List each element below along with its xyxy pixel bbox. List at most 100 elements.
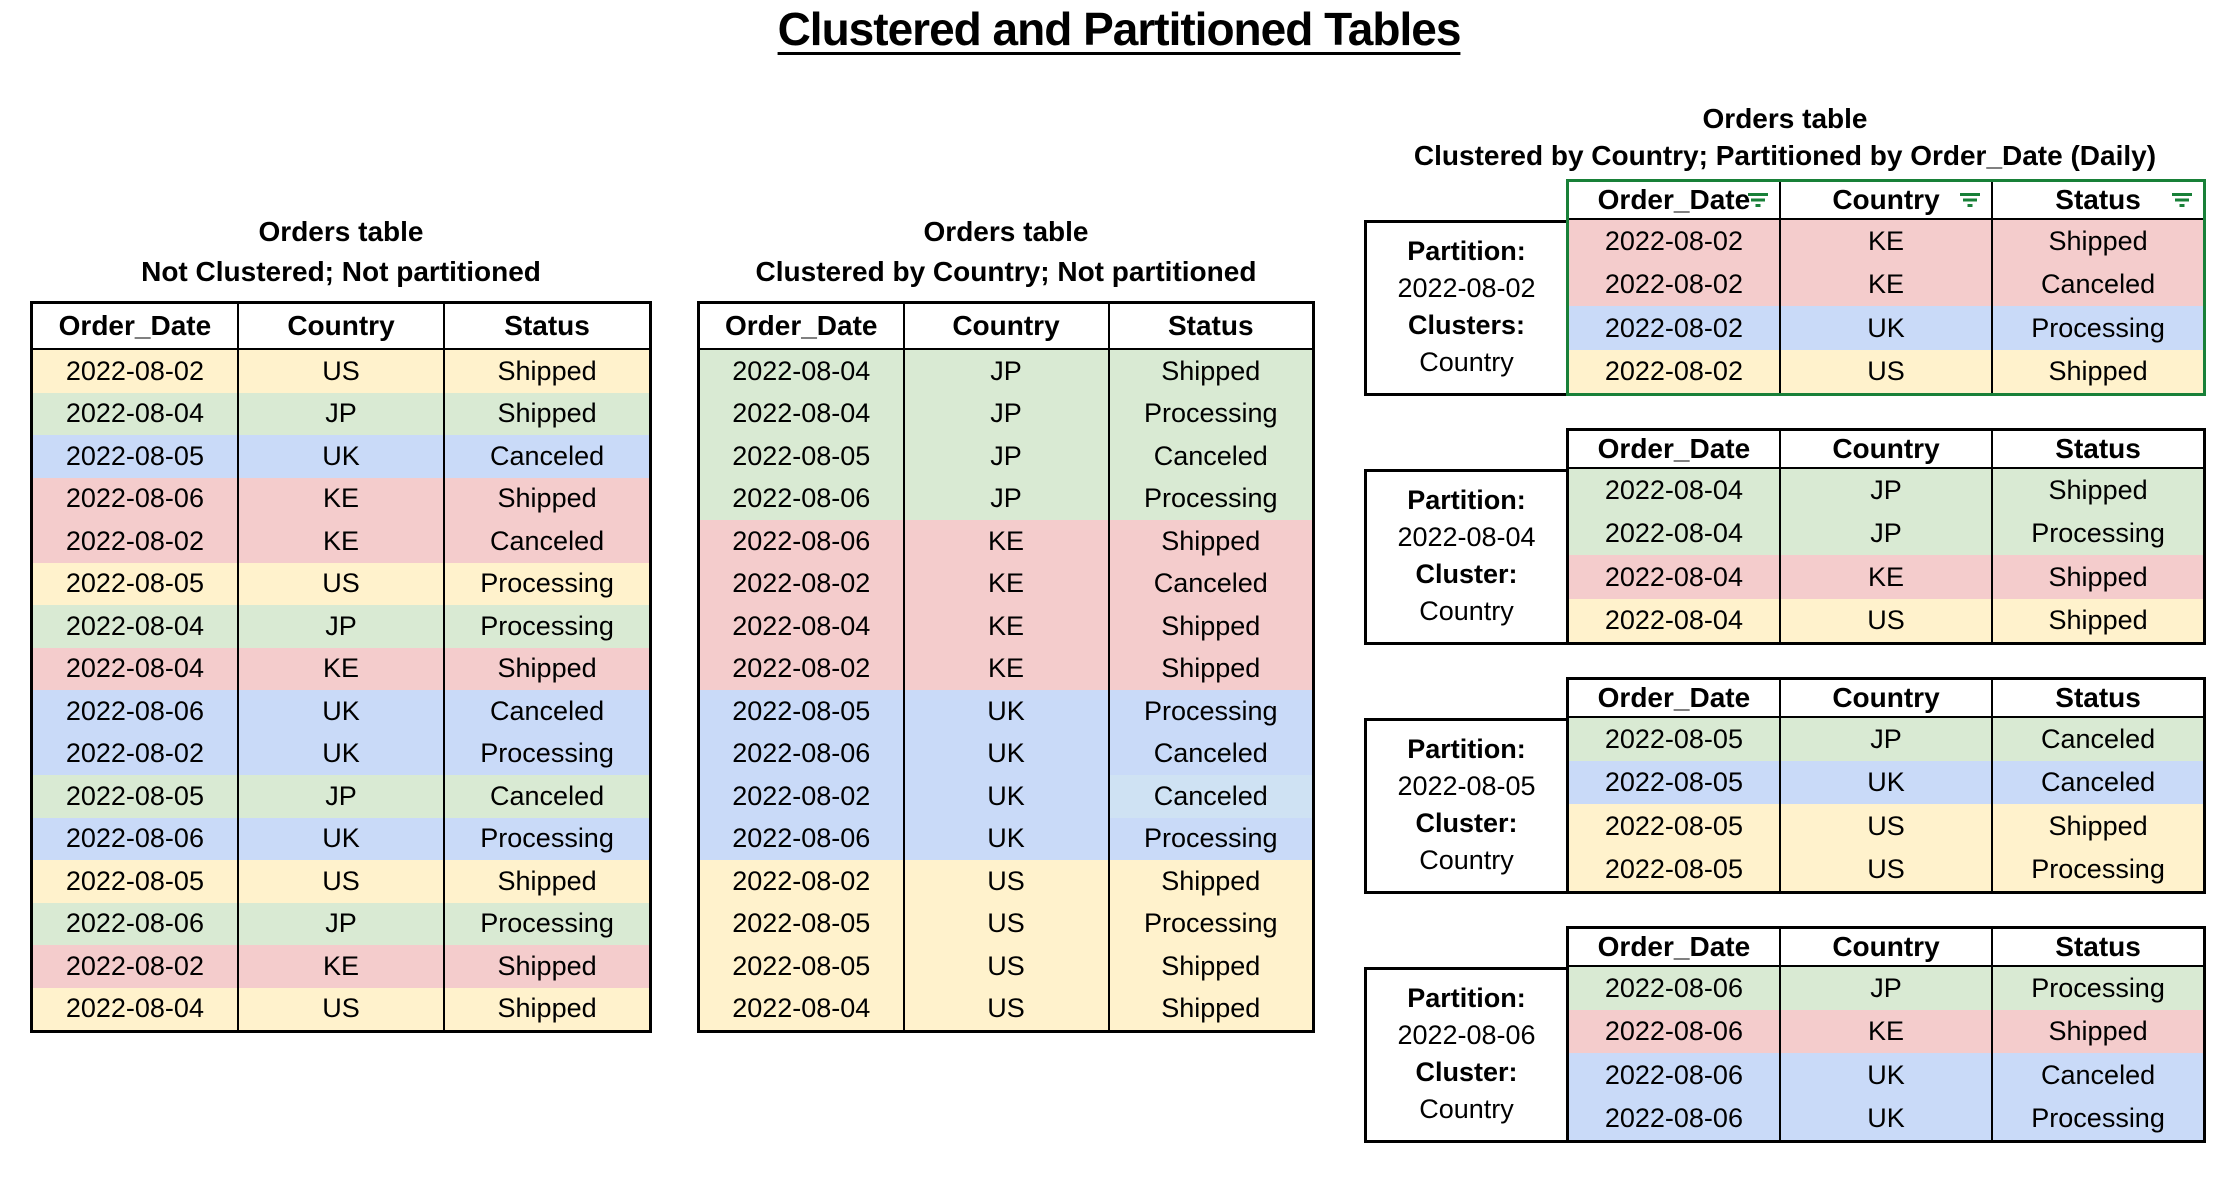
header-row: Order_Date Country Status	[697, 301, 1315, 350]
table-row: 2022-08-02 UK Canceled	[697, 775, 1315, 818]
cell-order-date: 2022-08-06	[30, 902, 239, 945]
column-header-label: Status	[2055, 931, 2141, 962]
cell-country: UK	[236, 732, 446, 775]
table-row: 2022-08-05 JP Canceled	[697, 435, 1315, 478]
column-header-label: Status	[2055, 433, 2141, 464]
table-row: 2022-08-02 KE Canceled	[697, 562, 1315, 605]
cell-country: UK	[236, 817, 446, 860]
cell-status: Shipped	[1991, 468, 2206, 513]
cluster-value: Country	[1419, 347, 1514, 377]
cell-order-date: 2022-08-04	[697, 605, 905, 648]
filter-icon	[1960, 193, 1981, 207]
cell-country: UK	[236, 435, 446, 478]
cluster-name-label: Cluster:	[1415, 808, 1518, 838]
cell-order-date: 2022-08-04	[1566, 512, 1781, 556]
table-row: 2022-08-02 UK Processing	[30, 732, 652, 775]
cell-country: KE	[902, 605, 1110, 648]
cluster-label-group: Cluster: Country	[1367, 805, 1566, 879]
cell-country: JP	[1778, 966, 1994, 1011]
cell-country: UK	[236, 690, 446, 733]
cell-country: US	[902, 902, 1110, 945]
column-header-order_date: Order_Date	[697, 301, 905, 350]
cell-country: KE	[902, 647, 1110, 690]
column-header-country: Country	[1778, 179, 1994, 220]
column-header-country: Country	[236, 301, 446, 350]
partition-label-group: Partition: 2022-08-02	[1367, 233, 1566, 307]
cell-order-date: 2022-08-06	[697, 477, 905, 520]
cell-order-date: 2022-08-04	[30, 987, 239, 1032]
cell-status: Canceled	[1991, 761, 2206, 805]
cell-status: Processing	[1107, 392, 1315, 435]
cell-status: Canceled	[443, 690, 652, 733]
cell-country: JP	[236, 775, 446, 818]
table-row: 2022-08-04 KE Shipped	[1566, 555, 2206, 599]
cell-country: UK	[902, 775, 1110, 818]
partition-name-label: Partition:	[1407, 983, 1526, 1013]
cell-status: Canceled	[443, 520, 652, 563]
partition-table-body: 2022-08-04 JP Shipped 2022-08-04 JP Processin…	[1566, 468, 2206, 644]
cell-order-date: 2022-08-06	[30, 477, 239, 520]
cluster-name-label: Cluster:	[1415, 1057, 1518, 1087]
cell-order-date: 2022-08-06	[30, 690, 239, 733]
cell-country: UK	[1778, 761, 1994, 805]
cell-status: Processing	[443, 605, 652, 648]
column-header-label: Country	[1832, 184, 1940, 215]
table-row: 2022-08-04 JP Processing	[1566, 512, 2206, 556]
cell-status: Shipped	[1107, 605, 1315, 648]
table-row: 2022-08-02 UK Processing	[1566, 306, 2206, 350]
table-row: 2022-08-04 JP Shipped	[1566, 468, 2206, 513]
cell-order-date: 2022-08-05	[697, 902, 905, 945]
cluster-name-label: Clusters:	[1407, 310, 1526, 340]
cell-status: Canceled	[1107, 562, 1315, 605]
partition-table-head: Order_Date Country Status	[1566, 677, 2206, 718]
partition-label-box: Partition: 2022-08-02 Clusters: Country	[1364, 220, 1566, 396]
table-title: Orders table	[923, 216, 1089, 247]
partition-block-2022-08-05: Partition: 2022-08-05 Cluster: Country Order…	[1364, 677, 2206, 894]
table-row: 2022-08-04 KE Shipped	[30, 647, 652, 690]
group-clustered: Orders table Clustered by Country; Not p…	[697, 212, 1315, 1033]
column-header-label: Country	[287, 310, 395, 341]
cell-status: Shipped	[1991, 219, 2206, 264]
table-title: Orders table	[258, 216, 424, 247]
partition-block-2022-08-02: Partition: 2022-08-02 Clusters: Country Orde…	[1364, 179, 2206, 396]
cell-order-date: 2022-08-04	[1566, 555, 1781, 599]
cell-status: Shipped	[1107, 860, 1315, 903]
table-row: 2022-08-06 UK Processing	[30, 817, 652, 860]
cell-country: US	[236, 987, 446, 1032]
column-header-label: Order_Date	[1597, 682, 1751, 713]
cell-order-date: 2022-08-02	[1566, 306, 1781, 350]
group-clustered-partitioned: Orders table Clustered by Country; Parti…	[1364, 100, 2206, 1175]
left-table-body: 2022-08-02 US Shipped 2022-08-04 JP Shipped 20…	[30, 349, 652, 1032]
cell-status: Shipped	[1107, 520, 1315, 563]
cell-order-date: 2022-08-05	[1566, 717, 1781, 762]
cell-status: Shipped	[1107, 945, 1315, 988]
cell-status: Canceled	[1991, 263, 2206, 307]
orders-table-clustered: Order_Date Country Status 2022-08-04 JP Ship…	[697, 301, 1315, 1033]
table-row: 2022-08-05 US Processing	[1566, 847, 2206, 893]
cell-status: Shipped	[443, 987, 652, 1032]
cell-country: KE	[236, 647, 446, 690]
cell-order-date: 2022-08-04	[1566, 598, 1781, 644]
cell-order-date: 2022-08-06	[697, 520, 905, 563]
cell-order-date: 2022-08-05	[697, 945, 905, 988]
cell-country: US	[236, 349, 446, 393]
partition-label-box: Partition: 2022-08-04 Cluster: Country	[1364, 469, 1566, 645]
orders-partition-table: Order_Date Country Status 2022-08-06 JP Proce…	[1566, 926, 2206, 1143]
column-header-order_date: Order_Date	[1566, 926, 1781, 967]
cell-order-date: 2022-08-02	[30, 732, 239, 775]
column-header-label: Country	[1832, 433, 1940, 464]
column-header-country: Country	[1778, 428, 1994, 469]
cell-status: Shipped	[1991, 555, 2206, 599]
header-row: Order_Date Country Status	[1566, 926, 2206, 967]
cell-country: US	[1778, 598, 1994, 644]
cell-order-date: 2022-08-05	[1566, 847, 1781, 893]
table-row: 2022-08-04 US Shipped	[1566, 598, 2206, 644]
table-subtitle: Not Clustered; Not partitioned	[141, 256, 541, 287]
column-header-status: Status	[1991, 428, 2206, 469]
cell-order-date: 2022-08-04	[30, 392, 239, 435]
cell-status: Processing	[1991, 966, 2206, 1011]
cell-country: US	[902, 945, 1110, 988]
cell-order-date: 2022-08-04	[1566, 468, 1781, 513]
orders-table-not-clustered: Order_Date Country Status 2022-08-02 US Ship…	[30, 301, 652, 1033]
cell-country: KE	[1778, 555, 1994, 599]
